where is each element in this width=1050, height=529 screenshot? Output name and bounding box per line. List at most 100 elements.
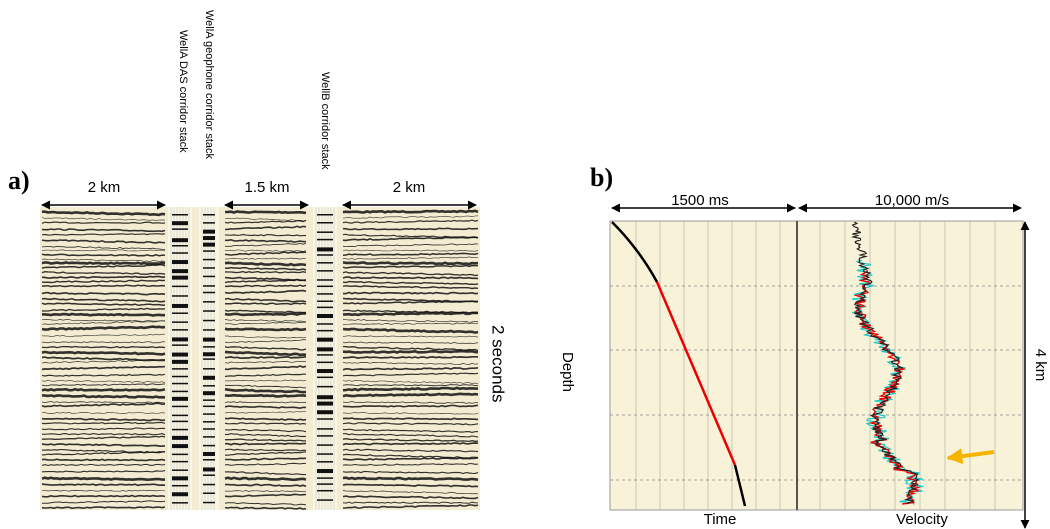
stack-event xyxy=(317,313,333,318)
stack-event xyxy=(317,329,333,332)
reflector xyxy=(225,242,307,247)
stack-event xyxy=(317,401,333,406)
stack-event xyxy=(317,300,333,302)
stack-event xyxy=(317,306,333,309)
stack-event xyxy=(172,428,188,431)
reflector xyxy=(224,335,307,339)
panel-label: a) xyxy=(8,166,30,195)
reflector xyxy=(41,506,166,510)
stack-event xyxy=(172,359,188,364)
reflector xyxy=(342,401,479,404)
stack-event xyxy=(172,252,188,254)
stack-event xyxy=(203,467,215,472)
reflector xyxy=(342,355,478,359)
reflector xyxy=(224,355,307,359)
reflector xyxy=(342,428,479,433)
stack-event xyxy=(172,492,188,497)
reflector xyxy=(224,360,307,364)
reflector xyxy=(224,393,307,398)
axis-label: Velocity xyxy=(896,511,948,528)
reflector xyxy=(343,311,479,317)
stack-event xyxy=(172,312,188,314)
stack-event xyxy=(203,337,215,342)
reflector xyxy=(342,366,479,371)
velocity-trace xyxy=(853,269,921,505)
stack-event xyxy=(203,399,215,401)
stack-event xyxy=(203,501,215,504)
stack-event xyxy=(203,346,215,348)
stack-event xyxy=(317,293,333,295)
reflector xyxy=(41,483,166,487)
reflector xyxy=(342,417,479,421)
reflector xyxy=(342,252,479,256)
reflector xyxy=(42,489,166,492)
stack-event xyxy=(317,477,333,479)
stack-event xyxy=(172,245,188,247)
strip-label: WellB corridor stack xyxy=(319,72,331,170)
stack-event xyxy=(172,476,188,481)
stack-event xyxy=(172,382,188,385)
reflector xyxy=(342,453,479,459)
stack-event xyxy=(172,285,188,288)
reflector xyxy=(41,275,166,279)
reflector xyxy=(41,263,166,269)
stack-event xyxy=(203,329,215,331)
stack-event xyxy=(172,453,188,456)
reflector xyxy=(343,291,479,295)
reflector xyxy=(41,312,166,317)
stack-event xyxy=(203,375,215,380)
stack-event xyxy=(203,236,215,241)
stack-event xyxy=(203,413,215,415)
time-curve xyxy=(733,464,747,507)
stack-event xyxy=(203,285,215,287)
time-curve xyxy=(611,221,659,283)
reflector xyxy=(41,427,166,431)
stack-event xyxy=(172,337,188,342)
stack-event xyxy=(317,369,333,374)
highlight-arrow xyxy=(946,448,995,465)
reflector xyxy=(342,483,479,488)
reflector xyxy=(224,217,307,222)
stack-event xyxy=(317,453,333,455)
reflector xyxy=(224,462,307,466)
reflector xyxy=(41,279,166,284)
stack-event xyxy=(203,459,215,461)
time-curve xyxy=(655,281,737,466)
stack-event xyxy=(203,483,215,486)
stack-event xyxy=(172,502,188,504)
stack-event xyxy=(172,469,188,471)
stack-event xyxy=(203,385,215,387)
scale-label: 2 km xyxy=(88,179,121,196)
stack-event xyxy=(317,354,333,356)
reflector xyxy=(342,456,479,461)
reflector xyxy=(224,384,307,389)
reflector xyxy=(224,506,307,510)
stack-event xyxy=(317,376,333,379)
reflector xyxy=(343,433,479,438)
grid xyxy=(610,221,1023,510)
stack-event xyxy=(317,323,333,325)
reflector xyxy=(224,257,307,260)
reflector xyxy=(224,249,307,252)
reflector xyxy=(342,463,479,466)
stack-event xyxy=(203,421,215,423)
reflector xyxy=(41,228,166,233)
stack-event xyxy=(172,435,188,440)
stack-event xyxy=(172,420,188,423)
seismic-section xyxy=(41,207,479,510)
reflector xyxy=(42,210,166,217)
stack-event xyxy=(203,451,215,456)
reflector xyxy=(225,438,307,442)
reflector xyxy=(224,312,306,317)
reflector xyxy=(224,210,307,215)
strip-label: WellA geophone corridor stack xyxy=(203,10,215,159)
stack-event xyxy=(203,242,215,247)
stack-event xyxy=(203,310,215,312)
reflector xyxy=(41,318,166,322)
reflector xyxy=(224,433,307,438)
reflector xyxy=(42,435,166,440)
reflector xyxy=(224,319,307,323)
stack-event xyxy=(317,254,333,256)
reflector xyxy=(342,280,479,286)
